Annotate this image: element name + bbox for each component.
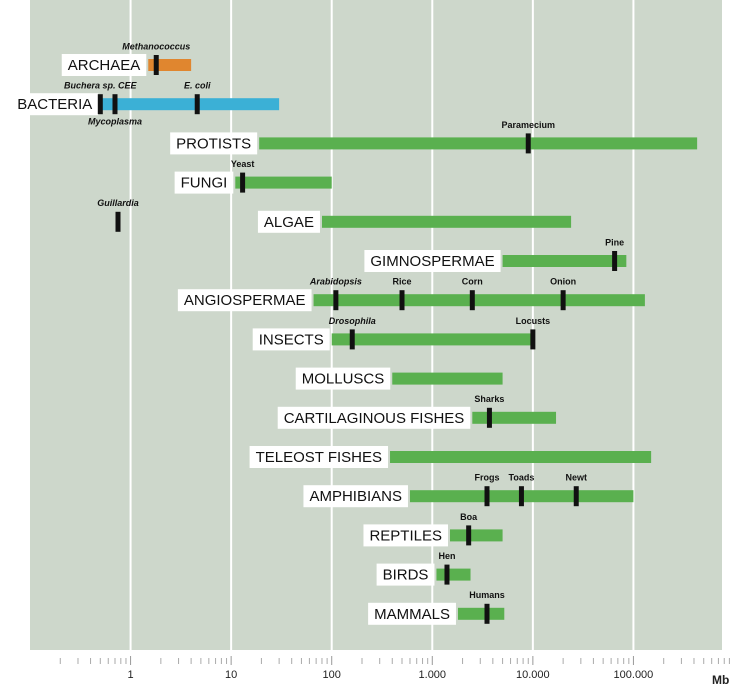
x-tick-label: 1.000 [419, 669, 447, 681]
species-label: Locusts [516, 316, 551, 326]
group-label-box [295, 367, 391, 390]
plot-background [30, 0, 722, 650]
species-marker [484, 603, 490, 624]
range-bar [235, 176, 332, 189]
group-label: ARCHAEA [68, 57, 141, 74]
group-label: REPTILES [369, 527, 442, 544]
range-bar [390, 451, 652, 463]
range-bar [392, 372, 503, 385]
group-label: MOLLUSCS [302, 371, 385, 388]
species-marker [153, 55, 159, 75]
species-marker [444, 564, 450, 585]
species-label: Humans [469, 590, 505, 600]
x-tick-label: 1 [128, 669, 134, 681]
group-label-box [252, 328, 330, 351]
group-label-box [170, 132, 258, 155]
species-marker [484, 486, 490, 507]
species-label: Corn [462, 277, 483, 287]
group-label: BACTERIA [17, 96, 92, 113]
species-label: Arabidopsis [309, 277, 362, 287]
species-marker [469, 290, 475, 311]
group-label-box [363, 524, 448, 547]
range-bar [449, 529, 503, 542]
species-label: Buchera sp. CEE [64, 81, 138, 91]
group-label-box [277, 406, 471, 429]
x-tick-label: 10 [225, 669, 237, 681]
species-label: Pine [605, 237, 624, 247]
species-marker [518, 486, 524, 507]
x-axis-label: Mb [712, 673, 729, 687]
range-bar [259, 137, 698, 150]
species-marker [612, 251, 618, 271]
species-label: E. coli [184, 81, 211, 91]
species-marker [573, 486, 579, 507]
species-label: Sharks [474, 394, 504, 404]
group-label-box [177, 289, 312, 312]
group-label: ALGAE [264, 214, 314, 231]
range-bar [148, 59, 192, 71]
x-tick-label: 100.000 [614, 669, 654, 681]
species-marker [194, 94, 200, 115]
species-marker [333, 290, 339, 311]
group-label: PROTISTS [176, 135, 251, 152]
group-label-box [303, 485, 408, 508]
group-label-box [376, 563, 435, 586]
species-label: Methanococcus [122, 41, 190, 51]
range-bar [502, 255, 627, 267]
species-marker [560, 290, 566, 311]
species-label: Hen [438, 551, 455, 561]
species-label: Mycoplasma [88, 117, 142, 127]
range-bar [457, 607, 505, 620]
range-bar [313, 294, 645, 307]
species-label: Boa [460, 512, 478, 522]
species-label: Yeast [231, 159, 255, 169]
species-label: Rice [393, 277, 412, 287]
group-label-box [257, 210, 320, 233]
species-marker [112, 94, 118, 115]
species-label: Toads [509, 473, 535, 483]
range-bar [331, 333, 533, 346]
group-label-box [249, 446, 389, 468]
range-bar [472, 411, 557, 424]
group-label: BIRDS [383, 567, 429, 584]
species-label: Guillardia [97, 198, 139, 208]
range-bar [321, 215, 572, 228]
group-label: MAMMALS [374, 606, 450, 623]
species-marker [530, 329, 536, 350]
species-marker [399, 290, 405, 311]
species-label: Onion [550, 277, 576, 287]
group-label-box [364, 250, 501, 272]
species-marker [349, 329, 355, 350]
species-marker [466, 525, 472, 546]
group-label: FUNGI [181, 175, 228, 192]
group-label: CARTILAGINOUS FISHES [284, 410, 465, 427]
species-marker [525, 133, 531, 154]
species-label: Paramecium [501, 120, 555, 130]
group-label-box [368, 602, 456, 625]
species-label: Newt [565, 473, 587, 483]
x-tick-label: 10.000 [516, 669, 550, 681]
group-label-box [61, 54, 147, 76]
group-label: GIMNOSPERMAE [370, 253, 494, 270]
species-label: Drosophila [329, 316, 376, 326]
range-bar [436, 568, 471, 581]
x-tick-label: 100 [323, 669, 341, 681]
species-marker [115, 211, 121, 232]
group-label-box [11, 93, 99, 116]
group-label: ANGIOSPERMAE [184, 292, 306, 309]
species-marker [486, 407, 492, 428]
species-marker [240, 172, 246, 193]
group-label: AMPHIBIANS [309, 488, 402, 505]
group-label: TELEOST FISHES [256, 449, 382, 466]
species-marker [97, 94, 103, 115]
range-bar [100, 98, 280, 111]
group-label-box [174, 171, 234, 194]
group-label: INSECTS [259, 331, 324, 348]
species-label: Frogs [474, 473, 499, 483]
